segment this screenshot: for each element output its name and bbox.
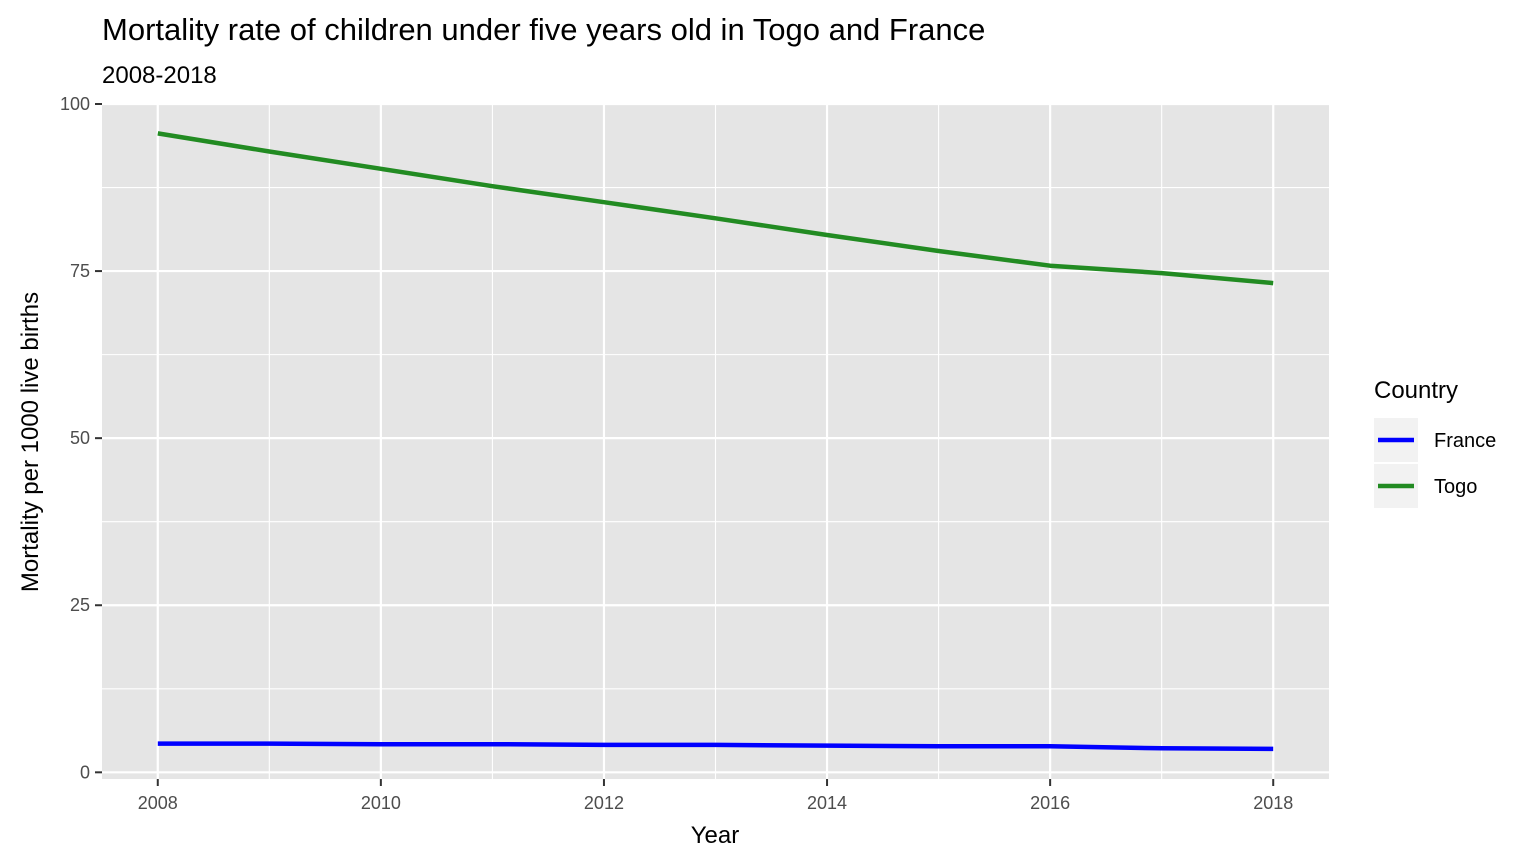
y-tick-label: 0 <box>80 762 90 782</box>
y-tick-label: 25 <box>70 595 90 615</box>
legend-label: Togo <box>1434 476 1477 498</box>
x-tick-label: 2014 <box>807 793 847 813</box>
legend: Country France Togo <box>1374 377 1496 508</box>
x-axis-title: Year <box>691 822 740 849</box>
x-tick-label: 2016 <box>1030 793 1070 813</box>
series-line-france <box>157 741 1274 752</box>
x-tick-label: 2010 <box>361 793 401 813</box>
legend-label: France <box>1434 430 1496 452</box>
legend-title: Country <box>1374 377 1458 404</box>
chart-title: Mortality rate of children under five ye… <box>102 12 985 47</box>
axis-ticks <box>95 103 1275 786</box>
legend-items: France Togo <box>1374 418 1496 508</box>
series-lines <box>157 131 1274 752</box>
x-tick-label: 2008 <box>138 793 178 813</box>
x-tick-labels: 2008 2010 2012 2014 2016 2018 <box>138 793 1294 813</box>
legend-item-togo: Togo <box>1374 464 1477 508</box>
series-line-togo <box>157 131 1274 286</box>
x-tick-label: 2018 <box>1253 793 1293 813</box>
x-tick-label: 2012 <box>584 793 624 813</box>
legend-item-france: France <box>1374 418 1496 462</box>
y-tick-labels: 0 25 50 75 100 <box>60 94 90 782</box>
y-tick-label: 100 <box>60 94 90 114</box>
y-axis-title: Mortality per 1000 live births <box>17 292 44 592</box>
y-tick-label: 75 <box>70 261 90 281</box>
chart-subtitle: 2008-2018 <box>102 62 217 89</box>
y-tick-label: 50 <box>70 428 90 448</box>
